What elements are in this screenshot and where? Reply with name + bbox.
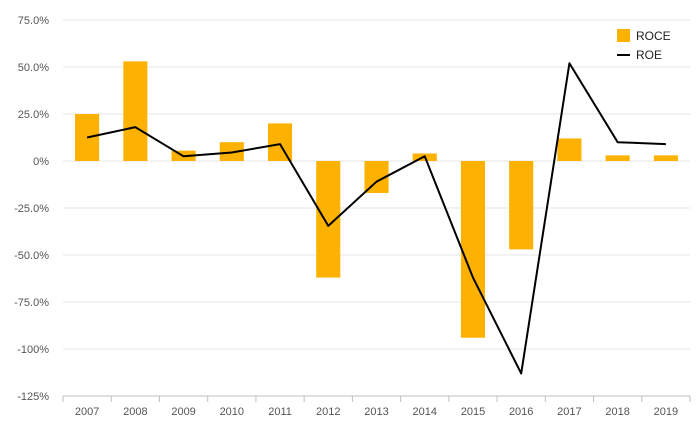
roce-bars bbox=[75, 61, 678, 338]
y-axis: 75.0% 50.0% 25.0% 0% -25.0% -50.0% -75.0% -100%… bbox=[14, 15, 49, 403]
bar-roce bbox=[605, 155, 630, 161]
bar-roce bbox=[460, 161, 486, 338]
x-tick-label: 2015 bbox=[461, 406, 485, 418]
x-tick-label: 2011 bbox=[268, 406, 292, 418]
x-tick-label: 2009 bbox=[171, 406, 195, 418]
legend-swatch-roce bbox=[617, 29, 630, 42]
y-tick-label: -50.0% bbox=[14, 250, 49, 262]
x-tick-label: 2019 bbox=[654, 406, 678, 418]
bar-roce bbox=[267, 123, 293, 161]
x-tick-label: 2014 bbox=[412, 406, 436, 418]
y-tick-label: 25.0% bbox=[18, 109, 49, 121]
x-axis: 2007 2008 2009 2010 2011 2012 2013 2014 2015 2016… bbox=[62, 395, 691, 418]
bar-roce bbox=[509, 161, 534, 250]
y-tick-label: -25.0% bbox=[14, 203, 49, 215]
legend-label-roe: ROE bbox=[636, 48, 662, 62]
y-tick-label: -75.0% bbox=[14, 297, 49, 309]
y-tick-label: -100% bbox=[17, 344, 49, 356]
roe-line bbox=[86, 62, 666, 375]
gridlines bbox=[63, 19, 690, 397]
x-tick-label: 2016 bbox=[509, 406, 533, 418]
x-tick-label: 2010 bbox=[220, 406, 244, 418]
y-tick-label: 50.0% bbox=[18, 62, 49, 74]
bar-roce bbox=[653, 155, 678, 161]
line-roe bbox=[86, 62, 666, 375]
x-tick-label: 2007 bbox=[75, 406, 99, 418]
bar-roce bbox=[123, 61, 148, 161]
x-tick-label: 2008 bbox=[123, 406, 147, 418]
y-tick-label: 75.0% bbox=[18, 15, 49, 27]
y-tick-label: -125% bbox=[17, 391, 49, 403]
x-tick-label: 2018 bbox=[605, 406, 629, 418]
x-tick-label: 2017 bbox=[557, 406, 581, 418]
y-tick-label: 0% bbox=[33, 156, 49, 168]
legend-label-roce: ROCE bbox=[636, 29, 671, 43]
legend: ROCE ROE bbox=[617, 29, 671, 62]
bar-roce bbox=[557, 138, 582, 161]
x-tick-label: 2012 bbox=[316, 406, 340, 418]
x-tick-label: 2013 bbox=[364, 406, 388, 418]
